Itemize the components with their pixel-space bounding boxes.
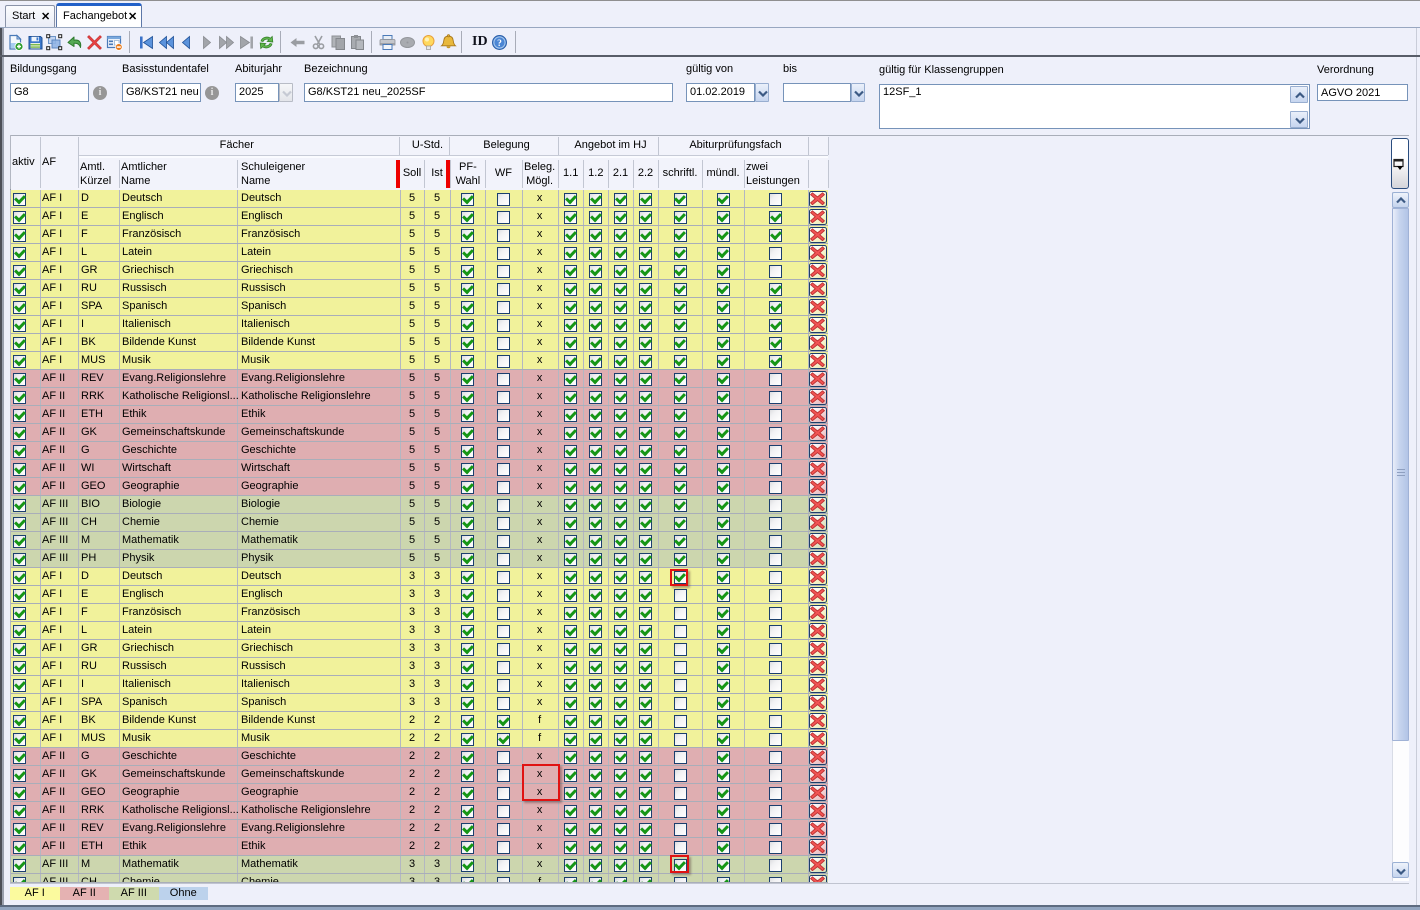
svg-text:?: ? [497,39,502,49]
